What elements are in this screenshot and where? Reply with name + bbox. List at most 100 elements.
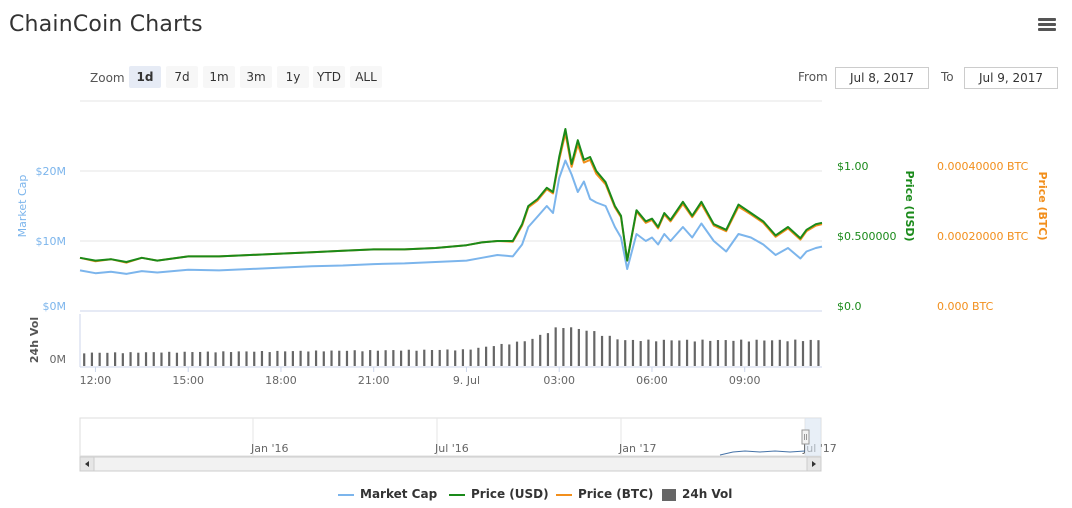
volume-bar <box>260 351 264 366</box>
zoom-ytd-button[interactable]: YTD <box>313 66 345 88</box>
zoom-label: Zoom <box>90 71 125 85</box>
volume-bar <box>639 341 642 366</box>
volume-bar <box>539 334 542 366</box>
btc-tick: 0.00020000 BTC <box>937 230 1029 243</box>
volume-bar <box>214 352 217 366</box>
volume-bar <box>98 352 101 366</box>
volume-bar <box>175 352 179 366</box>
x-axis-ticks: 12:00 15:00 18:00 21:00 9. Jul 03:00 06:00 09:0… <box>80 367 761 387</box>
volume-bar <box>678 340 681 366</box>
volume-bar <box>183 351 186 366</box>
x-tick-label: 03:00 <box>543 374 575 387</box>
volume-bar <box>152 352 155 366</box>
volume-bar <box>361 351 364 366</box>
volume-bar <box>763 340 766 366</box>
volume-bar <box>90 352 94 366</box>
zoom-7d-button[interactable]: 7d <box>166 66 198 88</box>
volume-bar <box>701 339 704 366</box>
volume-bar <box>160 352 163 366</box>
volume-bar <box>624 340 627 366</box>
volume-bar <box>593 331 596 366</box>
navigator-selection[interactable] <box>805 418 821 456</box>
series-line-market-cap[interactable] <box>79 159 823 275</box>
x-tick-label: 09:00 <box>729 374 761 387</box>
usd-tick: $1.00 <box>837 160 869 173</box>
volume-bar <box>608 335 611 366</box>
volume-bar <box>284 351 287 366</box>
volume-bar <box>616 339 619 366</box>
volume-bar <box>531 338 534 366</box>
volume-bar <box>492 346 495 366</box>
volume-bar <box>245 351 248 366</box>
volume-bar <box>670 340 673 366</box>
volume-bar <box>423 349 426 366</box>
volume-bar <box>222 351 225 366</box>
volume-bar <box>554 327 557 366</box>
zoom-3m-button[interactable]: 3m <box>240 66 272 88</box>
zoom-1y-button[interactable]: 1y <box>277 66 309 88</box>
chevron-left-icon <box>85 461 89 467</box>
legend-price-usd[interactable]: Price (USD) <box>449 487 549 501</box>
zoom-1m-button[interactable]: 1m <box>203 66 235 88</box>
volume-bar <box>137 352 140 366</box>
volume-bar <box>106 352 109 366</box>
volume-bar <box>817 340 820 366</box>
scrollbar-track[interactable] <box>79 456 822 472</box>
volume-tick: 0M <box>50 353 67 366</box>
series-line-price-btc[interactable] <box>79 132 823 264</box>
volume-bar <box>755 339 758 366</box>
x-tick-label: 9. Jul <box>453 374 480 387</box>
volume-bar <box>191 352 194 366</box>
legend-label: 24h Vol <box>682 487 733 501</box>
market-cap-tick: $10M <box>36 235 67 248</box>
to-date-input[interactable]: Jul 9, 2017 <box>964 67 1058 89</box>
volume-bar <box>631 339 635 366</box>
navigator-handle[interactable] <box>801 429 810 445</box>
volume-axis-title: 24h Vol <box>28 317 41 363</box>
volume-bar <box>199 351 202 366</box>
legend-price-btc[interactable]: Price (BTC) <box>556 487 653 501</box>
volume-bar <box>585 330 588 366</box>
volume-bar <box>369 350 372 366</box>
volume-bar <box>330 350 333 366</box>
usd-axis-title: Price (USD) <box>903 170 916 241</box>
volume-bar <box>206 351 209 366</box>
hamburger-menu-icon[interactable] <box>1038 18 1056 32</box>
volume-bar <box>724 340 727 366</box>
volume-bar <box>786 341 789 366</box>
volume-bar <box>276 350 279 366</box>
legend-volume[interactable]: 24h Vol <box>662 487 732 501</box>
volume-bar <box>314 350 318 366</box>
volume-bar <box>83 353 86 366</box>
volume-bar <box>685 339 689 366</box>
series-line-price-usd[interactable] <box>79 128 823 263</box>
navigator-tick-label: Jul '16 <box>434 442 469 455</box>
volume-bar <box>446 349 449 366</box>
navigator-tick-label: Jan '16 <box>250 442 288 455</box>
volume-bar <box>655 341 658 366</box>
volume-bar <box>338 350 341 366</box>
volume-bar <box>662 339 665 366</box>
volume-bar <box>523 341 526 366</box>
navigator-tick-label: Jan '17 <box>618 442 656 455</box>
volume-bar <box>229 352 233 366</box>
market-cap-tick: $20M <box>36 165 67 178</box>
zoom-1d-button[interactable]: 1d <box>129 66 161 88</box>
legend-line-icon <box>338 493 354 496</box>
volume-bar <box>647 339 650 366</box>
zoom-all-button[interactable]: ALL <box>350 66 382 88</box>
from-label: From <box>798 70 828 84</box>
legend-line-icon <box>556 493 572 496</box>
chevron-right-icon <box>812 461 816 467</box>
legend-market-cap[interactable]: Market Cap <box>338 487 437 501</box>
volume-bar <box>809 339 812 366</box>
volume-bar <box>121 353 124 366</box>
x-tick-label: 15:00 <box>172 374 204 387</box>
legend-label: Market Cap <box>360 487 438 501</box>
volume-bar <box>430 350 434 366</box>
volume-bar <box>384 350 387 366</box>
from-date-input[interactable]: Jul 8, 2017 <box>835 67 929 89</box>
market-cap-axis-title: Market Cap <box>16 175 29 238</box>
volume-bar <box>322 351 325 366</box>
